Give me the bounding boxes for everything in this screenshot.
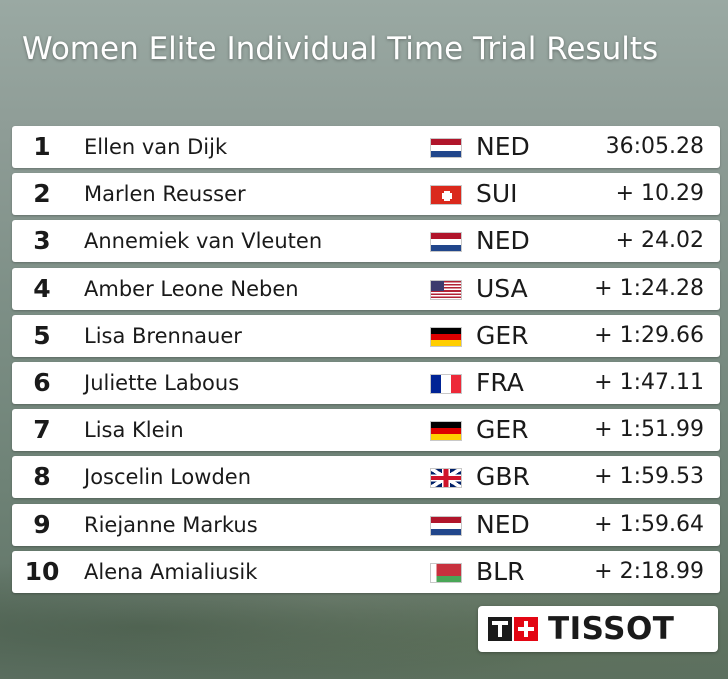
rank: 2	[33, 179, 51, 209]
flag-belarus-icon	[430, 562, 462, 583]
flag-usa-icon	[430, 279, 462, 300]
flag-netherlands-icon	[430, 138, 462, 158]
flag-netherlands-icon	[430, 515, 462, 536]
table-row: 7 Lisa Klein GER + 1:51.99	[12, 409, 720, 452]
country-code: GER	[476, 320, 529, 350]
country-code: USA	[476, 273, 528, 303]
rider-name: Joscelin Lowden	[84, 465, 252, 490]
table-row: 1 Ellen van Dijk NED 36:05.28	[12, 126, 720, 168]
rider-name: Riejanne Markus	[84, 512, 258, 537]
table-row: 4 Amber Leone Neben USA + 1:24.28	[12, 267, 720, 310]
rider-name: Juliette Labous	[84, 370, 240, 395]
rider-name: Lisa Brennauer	[84, 323, 242, 348]
country-code: GER	[476, 415, 529, 445]
rank: 4	[33, 273, 51, 303]
country-code: GBR	[476, 462, 530, 492]
country-code: NED	[476, 226, 530, 256]
result-time: + 1:29.66	[594, 322, 704, 348]
result-time: + 10.29	[615, 181, 704, 207]
table-row: 3 Annemiek van Vleuten NED + 24.02	[12, 220, 720, 263]
flag-germany-icon	[430, 421, 462, 442]
rider-name: Lisa Klein	[84, 418, 184, 443]
table-row: 9 Riejanne Markus NED + 1:59.64	[12, 503, 720, 546]
flag-great-britain-icon	[430, 468, 462, 489]
sponsor-name: TISSOT	[548, 611, 675, 647]
table-row: 8 Joscelin Lowden GBR + 1:59.53	[12, 456, 720, 499]
rider-name: Alena Amialiusik	[84, 559, 258, 584]
result-time: + 24.02	[615, 228, 704, 254]
rider-name: Amber Leone Neben	[84, 276, 299, 301]
result-time: + 1:47.11	[594, 369, 704, 395]
flag-france-icon	[430, 373, 462, 394]
table-row: 6 Juliette Labous FRA + 1:47.11	[12, 361, 720, 404]
rank: 10	[24, 556, 60, 586]
results-table: 1 Ellen van Dijk NED 36:05.28 2 Marlen R…	[12, 126, 720, 598]
page-title: Women Elite Individual Time Trial Result…	[22, 31, 659, 67]
rank: 7	[33, 415, 51, 445]
result-time: + 1:59.64	[594, 511, 704, 537]
rank: 6	[33, 367, 51, 397]
result-time: + 1:59.53	[594, 464, 704, 490]
country-code: NED	[476, 132, 530, 161]
table-row: 5 Lisa Brennauer GER + 1:29.66	[12, 314, 720, 357]
rider-name: Ellen van Dijk	[84, 135, 228, 159]
rider-name: Annemiek van Vleuten	[84, 229, 323, 254]
country-code: SUI	[476, 179, 518, 209]
rider-name: Marlen Reusser	[84, 182, 246, 207]
flag-germany-icon	[430, 326, 462, 347]
flag-switzerland-icon	[430, 185, 462, 206]
table-row: 10 Alena Amialiusik BLR + 2:18.99	[12, 550, 720, 593]
country-code: BLR	[476, 556, 525, 586]
rank: 5	[33, 320, 51, 350]
flag-netherlands-icon	[430, 232, 462, 253]
result-time: + 2:18.99	[594, 558, 704, 584]
result-time: + 1:24.28	[594, 275, 704, 301]
result-time: 36:05.28	[605, 134, 704, 159]
table-row: 2 Marlen Reusser SUI + 10.29	[12, 173, 720, 216]
result-time: + 1:51.99	[594, 417, 704, 443]
country-code: NED	[476, 509, 530, 539]
rank: 8	[33, 462, 51, 492]
sponsor-logo: TISSOT	[478, 606, 718, 652]
rank: 3	[33, 226, 51, 256]
country-code: FRA	[476, 367, 524, 397]
rank: 9	[33, 509, 51, 539]
tissot-logo-icon	[488, 617, 538, 641]
rank: 1	[33, 132, 51, 161]
